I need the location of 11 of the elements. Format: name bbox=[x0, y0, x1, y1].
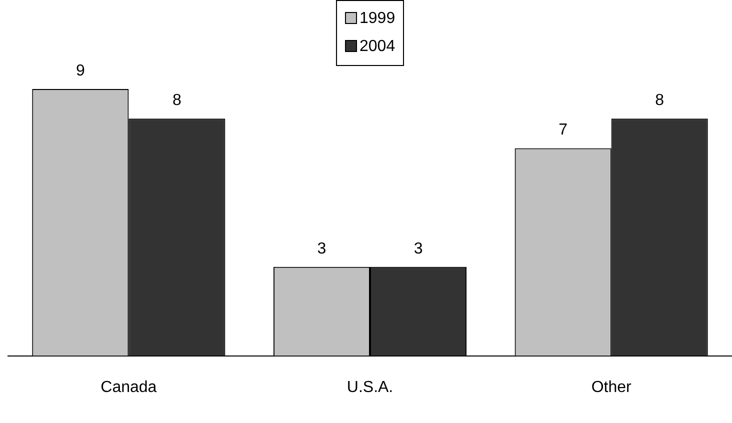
data-label: 3 bbox=[317, 240, 326, 258]
data-label: 3 bbox=[414, 240, 423, 258]
data-label: 8 bbox=[655, 92, 664, 110]
data-label: 8 bbox=[172, 92, 182, 110]
x-tick-label: Other bbox=[591, 378, 632, 396]
legend-label: 2004 bbox=[358, 37, 396, 57]
legend-label: 1999 bbox=[358, 9, 396, 29]
x-tick-label: U.S.A. bbox=[346, 378, 394, 396]
data-label: 9 bbox=[76, 62, 85, 80]
x-tick-label: Canada bbox=[100, 378, 157, 396]
data-label: 7 bbox=[558, 122, 568, 139]
